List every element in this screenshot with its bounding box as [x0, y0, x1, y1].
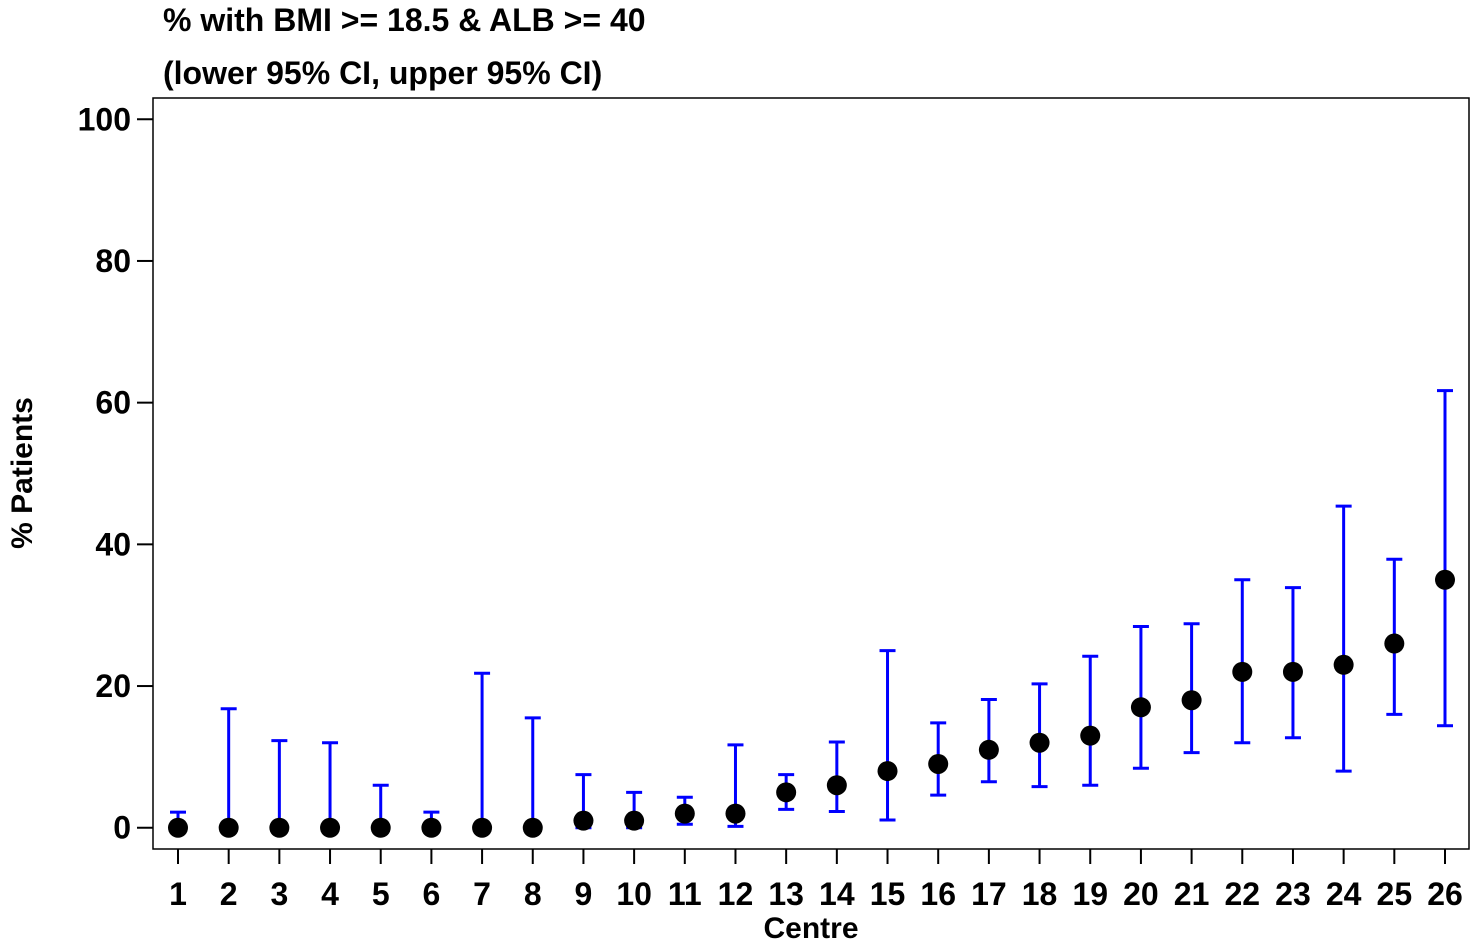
plot-frame	[152, 97, 1470, 850]
data-point	[1435, 569, 1455, 590]
data-point	[218, 817, 239, 838]
x-tick-label: 11	[668, 876, 702, 912]
x-tick-label: 1	[169, 876, 187, 912]
data-point	[1232, 661, 1253, 682]
y-tick-label: 100	[78, 101, 131, 137]
x-axis-label: Centre	[763, 912, 858, 943]
data-point	[624, 810, 645, 831]
x-axis: 1 2 3 4 5 6 7 8 9 10 11 12 13 14 15 16 17 18 19 20 21 22 23 24 2…	[169, 849, 1463, 912]
x-tick-label: 6	[423, 876, 441, 912]
y-tick-label: 0	[113, 810, 131, 846]
y-tick-label: 60	[95, 385, 131, 421]
x-tick-label: 23	[1275, 876, 1311, 912]
y-axis-label: % Patients	[6, 397, 39, 549]
x-tick-label: 9	[575, 876, 593, 912]
data-point	[168, 817, 188, 838]
data-point	[522, 817, 543, 838]
x-tick-label: 21	[1174, 876, 1210, 912]
x-tick-label: 14	[819, 876, 855, 912]
y-tick-label: 80	[95, 243, 131, 279]
data-point	[573, 810, 594, 831]
data-point	[1384, 633, 1405, 654]
x-tick-label: 13	[768, 876, 804, 912]
x-tick-label: 8	[524, 876, 542, 912]
x-tick-label: 20	[1123, 876, 1159, 912]
data-point	[269, 817, 290, 838]
data-point	[776, 782, 797, 803]
x-tick-label: 5	[372, 876, 390, 912]
x-tick-label: 26	[1427, 876, 1463, 912]
data-point	[1029, 732, 1050, 753]
y-tick-label: 40	[95, 526, 131, 562]
data-point	[978, 739, 999, 760]
x-tick-label: 7	[473, 876, 491, 912]
data-point	[370, 817, 391, 838]
confidence-intervals	[170, 389, 1453, 830]
x-tick-label: 3	[270, 876, 288, 912]
data-point	[472, 817, 493, 838]
data-point	[1282, 661, 1303, 682]
y-axis: 0 20 40 60 80 100	[78, 101, 153, 846]
data-point	[320, 817, 341, 838]
data-points	[168, 569, 1455, 838]
x-tick-label: 12	[718, 876, 754, 912]
x-tick-label: 4	[321, 876, 339, 912]
data-point	[674, 803, 695, 824]
x-tick-label: 10	[616, 876, 652, 912]
data-point	[725, 803, 746, 824]
data-point	[1130, 697, 1151, 718]
x-tick-label: 24	[1326, 876, 1362, 912]
data-point	[826, 775, 847, 796]
x-tick-label: 15	[870, 876, 906, 912]
data-point	[1181, 690, 1202, 711]
y-tick-label: 20	[95, 668, 131, 704]
data-point	[877, 761, 898, 782]
x-tick-label: 22	[1224, 876, 1260, 912]
x-tick-label: 2	[220, 876, 238, 912]
x-tick-label: 25	[1377, 876, 1413, 912]
x-tick-label: 17	[971, 876, 1007, 912]
data-point	[421, 817, 442, 838]
x-tick-label: 19	[1072, 876, 1108, 912]
chart-title: % with BMI >= 18.5 & ALB >= 40	[163, 2, 646, 38]
x-tick-label: 16	[920, 876, 956, 912]
data-point	[1080, 725, 1101, 746]
chart-subtitle: (lower 95% CI, upper 95% CI)	[163, 55, 602, 91]
data-point	[1333, 654, 1354, 675]
data-point	[928, 753, 949, 774]
x-tick-label: 18	[1022, 876, 1058, 912]
